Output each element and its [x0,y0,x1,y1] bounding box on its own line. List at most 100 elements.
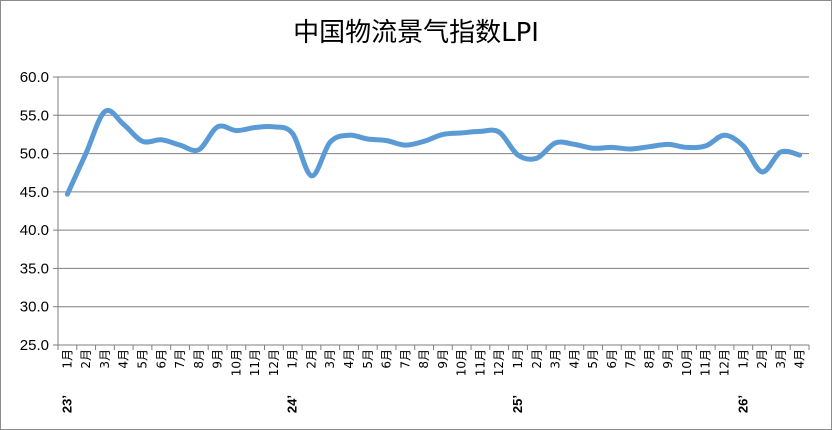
x-tick-label: 3月 [323,349,337,369]
data-point [535,157,538,159]
data-point [66,193,69,195]
y-tick-label: 35.0 [20,260,49,277]
data-point [517,154,519,156]
data-point [291,132,294,135]
x-tick-label: 7月 [624,349,638,369]
x-tick-label: 12月 [718,349,732,376]
data-point [366,138,369,140]
x-tick-label: 7月 [398,349,412,369]
y-tick-label: 45.0 [20,184,49,201]
gridlines [58,76,809,346]
x-tick-label: 9月 [661,349,675,369]
year-label: 23’ [59,395,74,413]
x-tick-label: 12月 [267,349,281,376]
data-point [198,148,200,151]
data-point [611,146,613,149]
data-point [629,148,632,150]
x-tick-label: 9月 [211,349,225,369]
x-tick-label: 1月 [286,349,300,369]
y-tick-label: 55.0 [20,107,49,124]
data-point [554,142,557,144]
data-point [423,140,425,143]
data-point [479,130,482,133]
x-tick-label: 11月 [248,349,262,376]
data-point [686,146,688,149]
data-point [404,144,407,146]
x-tick-label: 4月 [342,349,356,369]
chart-title: 中国物流景气指数LPI [293,18,539,48]
x-tick-label: 10月 [229,349,243,376]
data-point [160,138,163,141]
x-tick-label: 2月 [79,349,93,369]
data-point [573,143,576,146]
x-tick-label: 8月 [642,349,656,369]
x-tick-label: 12月 [492,349,506,376]
x-tick-label: 3月 [549,349,563,369]
x-tick-label: 10月 [680,349,694,376]
data-point [667,143,669,146]
x-tick-label: 7月 [173,349,187,369]
series-line [64,107,803,197]
data-point [592,147,594,150]
data-point [742,145,745,147]
year-label: 25’ [510,395,525,413]
x-tick-label: 4月 [793,349,807,369]
data-point [273,125,275,128]
x-tick-label: 11月 [473,349,487,376]
x-tick-label: 2月 [304,349,318,369]
x-tick-label: 6月 [605,349,619,369]
data-point [761,171,763,173]
x-tick-label: 8月 [417,349,431,369]
data-point [85,152,87,154]
y-tick-label: 25.0 [20,337,49,354]
data-point [122,123,125,126]
y-tick-label: 30.0 [20,299,49,316]
data-point [141,140,144,143]
x-tick-label: 6月 [380,349,394,369]
y-tick-label: 40.0 [20,222,49,239]
x-tick-label: 4月 [567,349,581,369]
x-tick-label: 2月 [530,349,544,369]
data-point [329,141,332,143]
data-point [235,129,238,132]
x-tick-label: 5月 [361,349,375,369]
data-point [442,133,444,136]
x-axis: 1月 2月 3月 4月 5月 6月 7月 8月 9月 10月 11月 12月 1月 2月 3月 4月 5月 6月 7… [57,345,810,413]
data-point [798,154,801,156]
x-tick-label: 11月 [699,349,713,376]
data-point [780,151,782,153]
x-tick-label: 5月 [135,349,149,369]
data-point [179,144,181,146]
x-tick-label: 1月 [736,349,750,369]
x-tick-label: 4月 [117,349,131,369]
data-point [704,145,707,147]
x-tick-label: 9月 [436,349,450,369]
x-tick-label: 1月 [60,349,74,369]
x-tick-label: 10月 [455,349,469,376]
data-point [498,131,501,133]
data-point [723,134,726,136]
data-point [216,125,219,128]
data-point [254,126,256,129]
data-point [385,139,388,142]
x-tick-label: 3月 [774,349,788,369]
x-tick-label: 8月 [192,349,206,369]
y-axis: 25.0 30.0 35.0 40.0 45.0 50.0 55.0 60.0 [20,69,59,354]
y-tick-label: 50.0 [20,146,49,163]
year-label: 26’ [735,395,750,413]
y-tick-label: 60.0 [20,69,49,86]
x-tick-label: 2月 [755,349,769,369]
x-tick-label: 3月 [98,349,112,369]
series-group [64,107,803,197]
x-tick-label: 5月 [586,349,600,369]
data-point [460,132,463,134]
data-point [348,134,350,136]
data-point [104,110,106,113]
year-label: 24’ [285,395,300,413]
x-tick-label: 6月 [154,349,168,369]
data-point [310,174,313,177]
data-point [648,145,651,148]
x-tick-label: 1月 [511,349,525,369]
